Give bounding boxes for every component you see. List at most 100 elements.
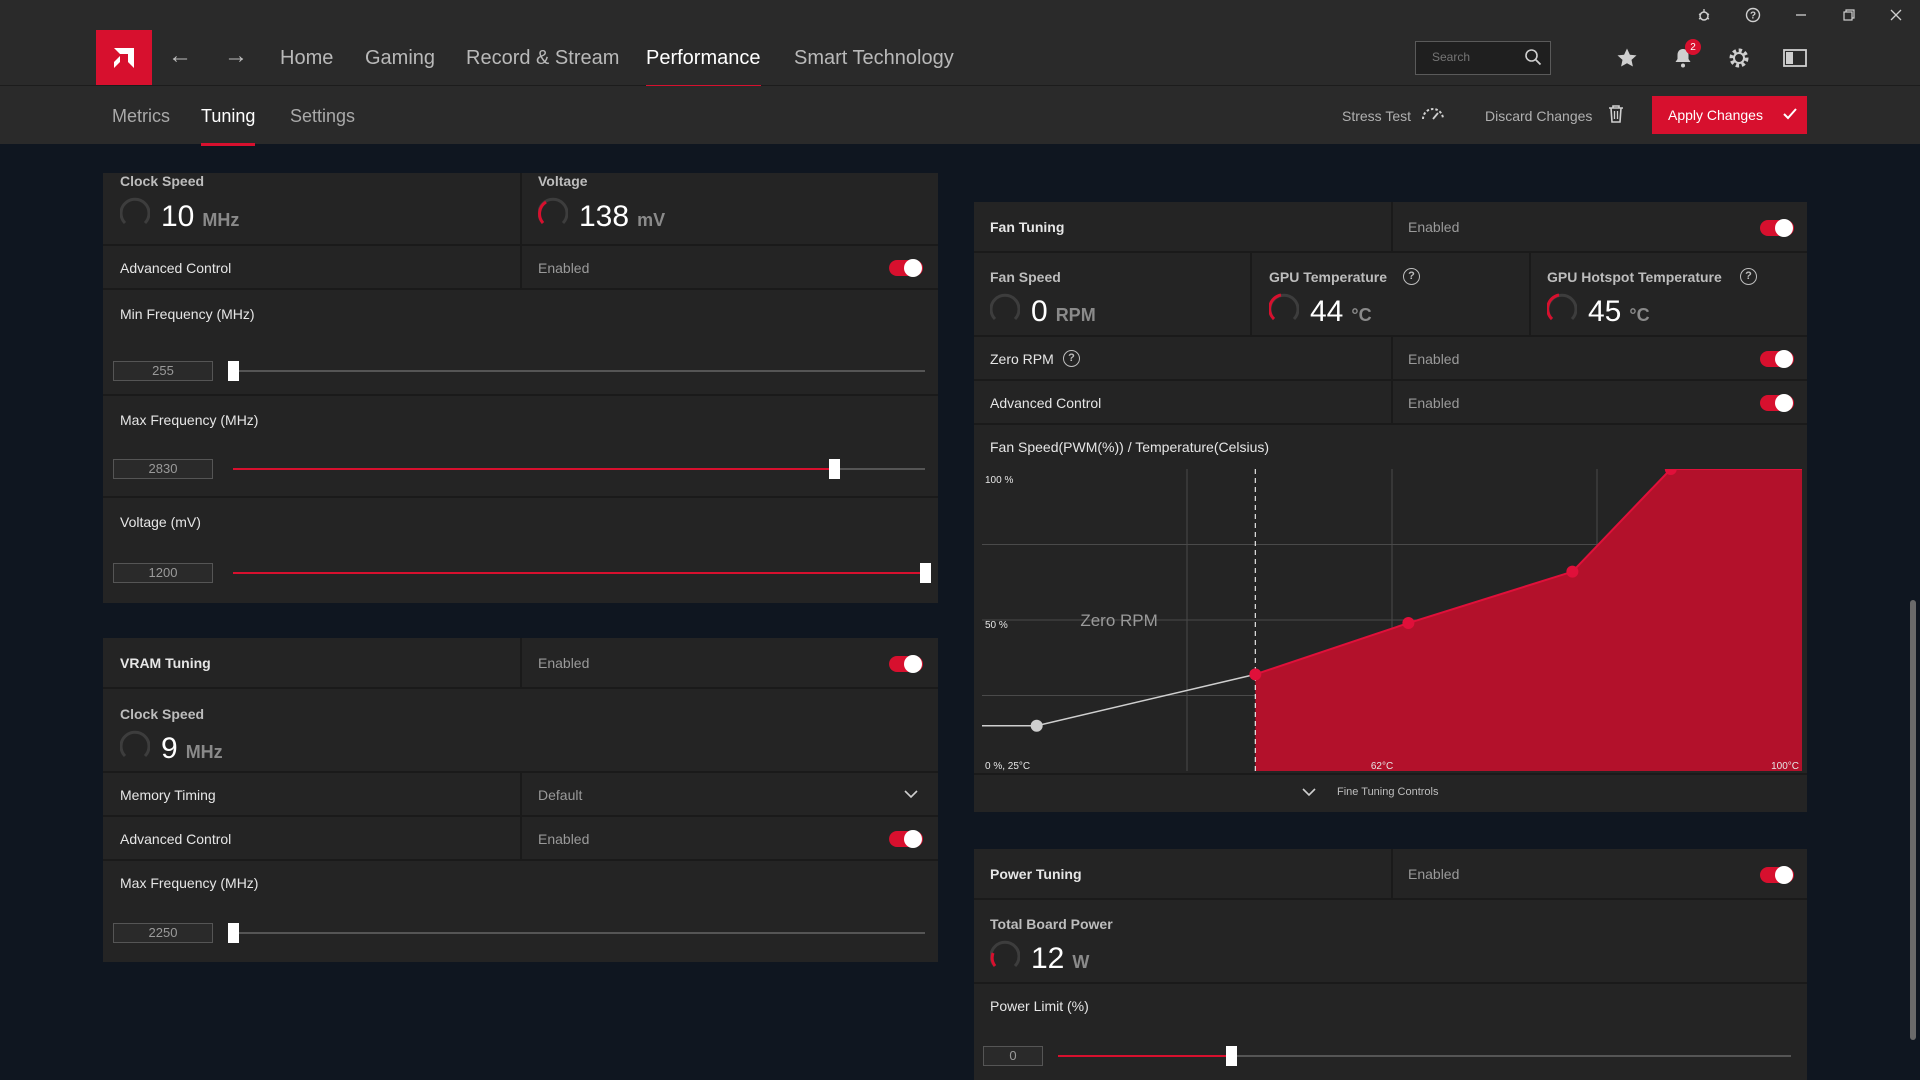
max-frequency-slider[interactable]	[233, 459, 925, 479]
notifications-bell-icon[interactable]: 2	[1667, 39, 1701, 73]
voltage-unit: mV	[637, 210, 666, 230]
gpu-temperature-help-icon[interactable]: ?	[1403, 268, 1420, 285]
power-limit-slider-thumb[interactable]	[1225, 1046, 1237, 1066]
vram-clock-speed-label: Clock Speed	[120, 706, 205, 722]
voltage-label: Voltage	[538, 173, 588, 189]
fan-curve-chart[interactable]: Zero RPM 100 % 50 % 0 %, 25°C 62°C 100°C	[982, 469, 1808, 773]
help-icon[interactable]: ?	[1733, 0, 1773, 30]
search-input[interactable]	[1430, 49, 1529, 65]
amd-logo[interactable]	[96, 30, 152, 85]
tab-settings[interactable]: Settings	[290, 106, 356, 126]
discard-changes-button[interactable]: Discard Changes	[1485, 108, 1592, 124]
memory-timing-dropdown[interactable]: Default	[538, 787, 583, 803]
zero-rpm-label: Zero RPM	[990, 351, 1054, 367]
favorites-star-icon[interactable]	[1611, 43, 1643, 73]
restore-icon[interactable]	[1829, 0, 1869, 30]
clock-speed-metric: 10 MHz	[161, 200, 239, 234]
search-icon[interactable]	[1524, 48, 1542, 71]
nav-performance[interactable]: Performance	[646, 47, 761, 88]
voltage-mv-slider-fill	[233, 572, 925, 574]
total-board-power-unit: W	[1072, 952, 1090, 972]
voltage-mv-row: Voltage (mV)	[103, 498, 938, 603]
chevron-down-icon	[1302, 788, 1316, 797]
min-frequency-row: Min Frequency (MHz)	[103, 290, 938, 396]
gpu-hotspot-help-icon[interactable]: ?	[1740, 268, 1757, 285]
fan-curve-point-4[interactable]	[1566, 565, 1579, 578]
apply-changes-button[interactable]: Apply Changes	[1652, 96, 1807, 134]
voltage-mv-slider[interactable]	[233, 563, 931, 583]
min-frequency-input[interactable]	[113, 361, 213, 381]
x-tick-62c: 62°C	[1371, 761, 1393, 772]
chevron-down-icon[interactable]	[904, 790, 918, 799]
total-board-power-row: Total Board Power 12 W	[974, 900, 1807, 984]
min-frequency-slider-thumb[interactable]	[228, 361, 239, 381]
fan-advanced-control-row: Advanced Control Enabled	[974, 381, 1807, 425]
y-tick-100: 100 %	[985, 475, 1013, 486]
fan-curve-point-2[interactable]	[1249, 668, 1262, 681]
vram-clock-gauge-icon	[120, 730, 150, 758]
discard-changes-label: Discard Changes	[1485, 108, 1593, 124]
max-frequency-label: Max Frequency (MHz)	[120, 412, 259, 428]
power-tuning-state: Enabled	[1408, 866, 1460, 882]
max-frequency-slider-thumb[interactable]	[828, 459, 840, 479]
power-tuning-toggle[interactable]	[1760, 866, 1794, 884]
gpu-temperature-unit: °C	[1351, 305, 1372, 325]
nav-smart-technology[interactable]: Smart Technology	[794, 47, 954, 69]
voltage-mv-slider-thumb[interactable]	[920, 563, 931, 583]
settings-gear-icon[interactable]	[1723, 43, 1755, 73]
vram-tuning-state: Enabled	[538, 655, 590, 671]
fan-curve-point-1[interactable]	[1030, 719, 1043, 732]
nav-home[interactable]: Home	[280, 47, 334, 69]
tab-metrics[interactable]: Metrics	[112, 106, 170, 126]
fan-curve-point-3[interactable]	[1402, 617, 1415, 630]
gpu-hotspot-unit: °C	[1629, 305, 1650, 325]
fan-speed-gauge-icon	[990, 293, 1020, 321]
power-header-row: Power Tuning Enabled	[974, 849, 1807, 900]
zero-rpm-toggle[interactable]	[1760, 350, 1794, 368]
zero-rpm-help-icon[interactable]: ?	[1063, 350, 1080, 367]
nav-record-stream[interactable]: Record & Stream	[466, 47, 620, 69]
back-arrow-icon[interactable]: ←	[168, 42, 192, 69]
vram-max-frequency-slider-thumb[interactable]	[228, 923, 239, 943]
vram-max-frequency-row: Max Frequency (MHz)	[103, 861, 938, 962]
vram-max-frequency-slider[interactable]	[228, 923, 925, 943]
speedometer-icon[interactable]	[1420, 104, 1446, 129]
fan-curve-point-5[interactable]	[1664, 469, 1677, 475]
tab-tuning[interactable]: Tuning	[201, 106, 256, 146]
voltage-mv-input[interactable]	[113, 563, 213, 583]
stress-test-button[interactable]: Stress Test	[1342, 108, 1411, 124]
nav-gaming[interactable]: Gaming	[365, 47, 436, 69]
minimize-icon[interactable]	[1781, 0, 1821, 30]
fine-tuning-controls-button[interactable]: Fine Tuning Controls	[974, 773, 1807, 812]
vram-header-row: VRAM Tuning Enabled	[103, 638, 938, 689]
advanced-control-toggle[interactable]	[889, 259, 923, 277]
x-tick-100c: 100°C	[1771, 761, 1799, 772]
vram-advanced-control-row: Advanced Control Enabled	[103, 817, 938, 861]
power-limit-input[interactable]	[983, 1046, 1043, 1066]
fan-tuning-toggle[interactable]	[1760, 219, 1794, 237]
power-limit-row: Power Limit (%)	[974, 984, 1807, 1080]
power-limit-slider[interactable]	[1058, 1046, 1791, 1066]
page-scrollbar[interactable]	[1910, 600, 1916, 1040]
bug-icon[interactable]	[1684, 0, 1724, 30]
gpu-temperature-metric: 44 °C	[1310, 295, 1372, 329]
gpu-tuning-panel: Clock Speed 10 MHz Voltage 138 mV Advanc…	[103, 173, 938, 603]
min-frequency-slider[interactable]	[228, 361, 925, 381]
sidebar-toggle-icon[interactable]	[1779, 43, 1811, 73]
vram-clock-row: Clock Speed 9 MHz	[103, 689, 938, 773]
gpu-hotspot-label: GPU Hotspot Temperature	[1547, 269, 1722, 285]
search-box[interactable]	[1415, 41, 1551, 75]
max-frequency-input[interactable]	[113, 459, 213, 479]
svg-text:?: ?	[1750, 11, 1756, 22]
fan-advanced-control-toggle[interactable]	[1760, 394, 1794, 412]
clock-speed-gauge-icon	[120, 197, 150, 225]
fan-tuning-state: Enabled	[1408, 219, 1460, 235]
forward-arrow-icon[interactable]: →	[224, 42, 248, 69]
fan-advanced-control-state: Enabled	[1408, 395, 1460, 411]
close-icon[interactable]	[1876, 0, 1916, 30]
vram-advanced-control-toggle[interactable]	[889, 830, 923, 848]
gpu-hotspot-gauge-icon	[1547, 293, 1577, 321]
vram-max-frequency-input[interactable]	[113, 923, 213, 943]
vram-tuning-toggle[interactable]	[889, 655, 923, 673]
trash-icon[interactable]	[1607, 104, 1625, 129]
